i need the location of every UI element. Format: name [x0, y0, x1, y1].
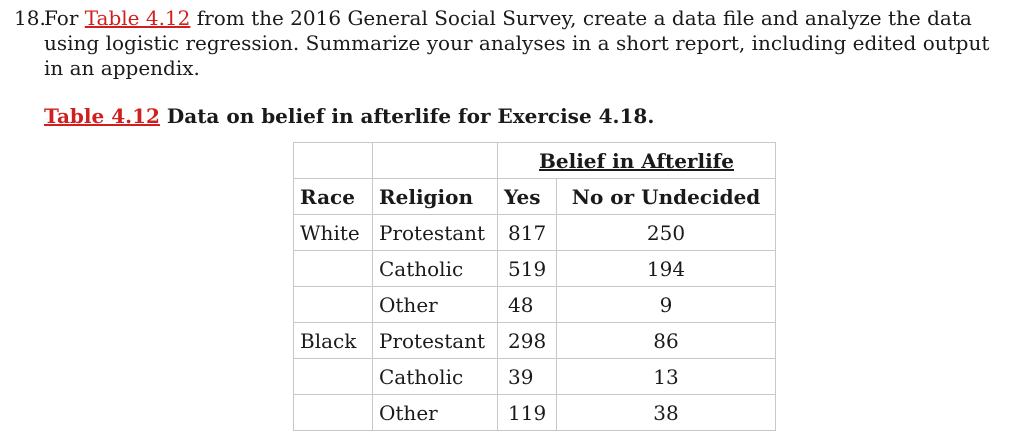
- table-group-header-row: Belief in Afterlife: [293, 142, 776, 179]
- table-row: Other 119 38: [293, 394, 776, 431]
- header-race: Race: [293, 178, 373, 215]
- table-cell-empty: [372, 142, 498, 179]
- cell-race: [293, 394, 373, 431]
- belief-group-header: Belief in Afterlife: [497, 142, 776, 179]
- cell-religion: Catholic: [372, 358, 498, 395]
- cell-no: 194: [556, 250, 776, 287]
- exercise-text: 18. For Table 4.12 from the 2016 General…: [14, 6, 1014, 81]
- cell-yes: 519: [497, 250, 557, 287]
- header-religion: Religion: [372, 178, 498, 215]
- exercise-text-before-link: For: [44, 6, 85, 30]
- header-yes: Yes: [497, 178, 557, 215]
- cell-yes: 48: [497, 286, 557, 323]
- table-row: Other 48 9: [293, 286, 776, 323]
- exercise-number: 18.: [14, 6, 46, 30]
- cell-race: White: [293, 214, 373, 251]
- cell-religion: Other: [372, 286, 498, 323]
- table-row: White Protestant 817 250: [293, 214, 776, 251]
- cell-religion: Protestant: [372, 214, 498, 251]
- table-row: Catholic 519 194: [293, 250, 776, 287]
- cell-religion: Protestant: [372, 322, 498, 359]
- cell-yes: 817: [497, 214, 557, 251]
- cell-race: Black: [293, 322, 373, 359]
- table-row: Catholic 39 13: [293, 358, 776, 395]
- cell-no: 250: [556, 214, 776, 251]
- cell-no: 86: [556, 322, 776, 359]
- table-cell-empty: [293, 142, 373, 179]
- cell-race: [293, 286, 373, 323]
- cell-yes: 39: [497, 358, 557, 395]
- cell-religion: Catholic: [372, 250, 498, 287]
- caption-text: Data on belief in afterlife for Exercise…: [159, 104, 655, 128]
- cell-no: 13: [556, 358, 776, 395]
- table-caption: Table 4.12 Data on belief in afterlife f…: [44, 103, 654, 129]
- header-no: No or Undecided: [556, 178, 776, 215]
- afterlife-table: Belief in Afterlife Race Religion Yes No…: [293, 142, 776, 431]
- table-row: Black Protestant 298 86: [293, 322, 776, 359]
- exercise-body: For Table 4.12 from the 2016 General Soc…: [44, 6, 1014, 81]
- table-header-row: Race Religion Yes No or Undecided: [293, 178, 776, 215]
- table-link[interactable]: Table 4.12: [84, 6, 191, 30]
- caption-table-link[interactable]: Table 4.12: [44, 104, 160, 128]
- cell-no: 9: [556, 286, 776, 323]
- cell-race: [293, 358, 373, 395]
- cell-yes: 119: [497, 394, 557, 431]
- cell-race: [293, 250, 373, 287]
- cell-religion: Other: [372, 394, 498, 431]
- exercise-text-after-link: from the 2016 General Social Survey, cre…: [44, 6, 990, 80]
- cell-no: 38: [556, 394, 776, 431]
- cell-yes: 298: [497, 322, 557, 359]
